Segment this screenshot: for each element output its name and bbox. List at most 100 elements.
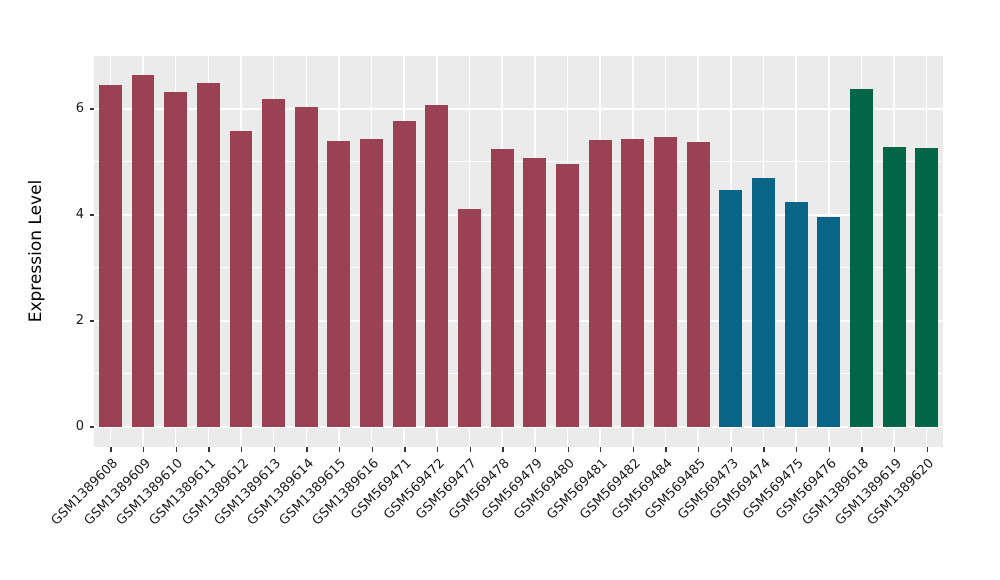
bar-slot [192, 56, 225, 447]
gridline-horizontal-major [94, 319, 943, 322]
x-axis-slot: GSM569476 [773, 447, 845, 567]
x-axis-slot: GSM1389614 [244, 447, 323, 567]
bar-slot [323, 56, 356, 447]
x-tick-mark [632, 447, 635, 452]
y-tick-mark [89, 108, 94, 110]
x-axis-slot: GSM1389610 [114, 447, 192, 567]
x-axis-slot: GSM569478 [446, 447, 519, 567]
bar [196, 82, 220, 427]
bar-slot [453, 56, 486, 447]
bar-slot [682, 56, 715, 447]
x-axis-slot: GSM1389613 [212, 447, 290, 567]
bar-slot [257, 56, 290, 447]
bar [164, 91, 188, 427]
x-axis-slot: GSM1389620 [865, 447, 943, 567]
bar-slot [617, 56, 650, 447]
bar [817, 217, 841, 427]
x-tick-mark [175, 447, 177, 452]
bar-slot [127, 56, 160, 447]
x-tick-mark [502, 447, 504, 452]
gridline-horizontal-major [94, 107, 943, 110]
x-axis-slot: GSM1389609 [81, 447, 160, 567]
bars-area [94, 56, 943, 447]
bar-slot [159, 56, 192, 447]
gridline-horizontal-major [94, 425, 943, 428]
x-tick-mark [469, 447, 471, 452]
bar [294, 107, 318, 427]
bar [98, 85, 122, 427]
x-tick-mark [371, 447, 373, 452]
x-tick-mark [796, 447, 798, 452]
bar [490, 149, 514, 427]
bar [654, 137, 677, 427]
bar-slot [519, 56, 552, 447]
x-tick-mark [567, 447, 569, 452]
x-tick-mark [600, 447, 602, 452]
x-axis-slot: GSM569482 [577, 447, 650, 567]
bar [686, 142, 710, 427]
x-tick-mark [240, 447, 243, 452]
bar [621, 138, 645, 427]
x-axis-slot: GSM1389616 [310, 447, 388, 567]
gridline-horizontal-minor [94, 373, 943, 375]
y-tick-mark [89, 214, 94, 216]
x-axis-slot: GSM569484 [610, 447, 682, 567]
x-axis-slot: GSM569479 [479, 447, 552, 567]
gridline-horizontal-major [94, 213, 943, 216]
bar [588, 140, 612, 427]
x-tick-mark [208, 447, 210, 452]
x-axis-slot: GSM1389611 [146, 447, 225, 567]
bar [425, 104, 449, 427]
x-axis-slot: GSM569485 [642, 447, 715, 567]
x-axis-slot: GSM1389618 [800, 447, 878, 567]
x-axis-slot: GSM569475 [740, 447, 813, 567]
x-tick-mark [698, 447, 700, 452]
bar-slot [421, 56, 454, 447]
bar [849, 89, 873, 427]
x-axis-slot: GSM569473 [675, 447, 747, 567]
bar [229, 131, 253, 427]
x-tick-mark [110, 447, 112, 452]
x-tick-mark [665, 447, 667, 452]
x-tick-mark [142, 447, 145, 452]
x-tick-mark [436, 447, 439, 452]
bar-slot [486, 56, 519, 447]
y-tick-mark [89, 426, 94, 428]
x-tick-mark [894, 447, 896, 452]
bar-slot [649, 56, 682, 447]
bar [458, 209, 481, 427]
x-tick-mark [306, 447, 308, 452]
bar-slot [780, 56, 813, 447]
bar [327, 141, 351, 427]
x-axis-slot: GSM569472 [381, 447, 454, 567]
x-tick-mark [730, 447, 733, 452]
bar [719, 190, 743, 427]
bar-slot [812, 56, 845, 447]
x-axis-slot: GSM1389608 [48, 447, 127, 567]
y-tick-label: 4 [75, 206, 84, 222]
bar-slot [584, 56, 617, 447]
x-tick-mark [861, 447, 863, 452]
bar [360, 138, 383, 427]
y-axis: 0 2 4 6 [0, 56, 94, 447]
x-axis-slot: GSM569480 [512, 447, 584, 567]
bar [752, 177, 775, 427]
bar-slot [225, 56, 258, 447]
bar [882, 147, 906, 427]
bar [523, 157, 547, 427]
y-tick-label: 0 [75, 418, 84, 434]
x-tick-mark [273, 447, 275, 452]
plot-panel [94, 56, 943, 447]
x-axis-slot: GSM569474 [707, 447, 780, 567]
y-tick-label: 2 [75, 312, 84, 328]
bar-slot [845, 56, 878, 447]
bar-slot [551, 56, 584, 447]
x-tick-mark [828, 447, 831, 452]
bar [915, 148, 939, 427]
x-tick-mark [926, 447, 929, 452]
bar [262, 98, 286, 427]
x-axis-slot: GSM1389619 [832, 447, 911, 567]
bar [131, 74, 155, 427]
bar [392, 121, 416, 427]
